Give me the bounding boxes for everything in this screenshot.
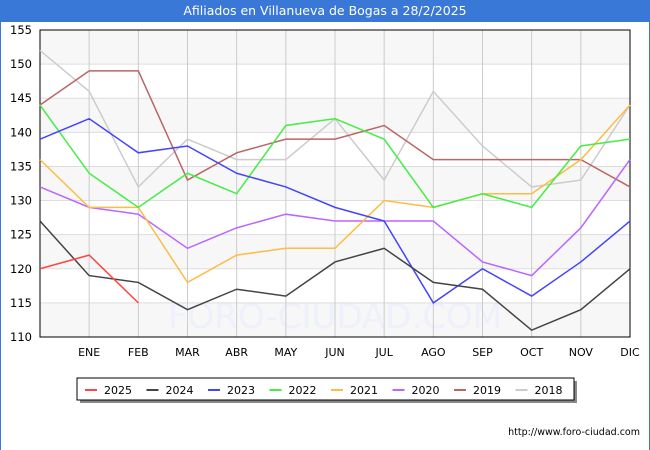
legend-label-2024: 2024: [166, 384, 194, 397]
chart-title: Afiliados en Villanueva de Bogas a 28/2/…: [0, 0, 650, 22]
series-line-2024: [39, 220, 631, 332]
x-tick-label: NOV: [569, 346, 594, 359]
series-line-2025: [39, 254, 139, 304]
x-tick-label: ABR: [225, 346, 248, 359]
x-tick-label: FEB: [128, 346, 149, 359]
series-line-2020: [39, 159, 631, 277]
x-tick-label: MAY: [274, 346, 297, 359]
y-tick-label: 135: [10, 159, 32, 173]
legend-label-2021: 2021: [350, 384, 378, 397]
legend-label-2018: 2018: [535, 384, 563, 397]
y-tick-label: 145: [10, 91, 32, 105]
y-tick-label: 130: [10, 194, 32, 208]
x-tick-label: DIC: [620, 346, 640, 359]
y-tick-label: 120: [10, 262, 32, 276]
x-tick-label: MAR: [175, 346, 200, 359]
source-url[interactable]: http://www.foro-ciudad.com: [508, 427, 640, 438]
y-tick-label: 110: [10, 330, 32, 344]
plot-border: [39, 29, 631, 338]
legend-label-2020: 2020: [412, 384, 440, 397]
legend-label-2023: 2023: [227, 384, 255, 397]
x-tick-label: JUN: [324, 346, 345, 359]
x-tick-label: SEP: [472, 346, 493, 359]
y-tick-label: 115: [10, 296, 32, 310]
y-tick-label: 140: [10, 125, 32, 139]
series-line-2022: [39, 104, 631, 209]
y-tick-label: 155: [10, 23, 32, 37]
legend-box: [76, 377, 575, 401]
x-tick-label: AGO: [421, 346, 446, 359]
legend-label-2022: 2022: [289, 384, 317, 397]
series-line-2019: [39, 70, 631, 188]
y-tick-label: 125: [10, 228, 32, 242]
series-line-2023: [39, 117, 631, 304]
x-tick-label: OCT: [520, 346, 543, 359]
legend-label-2025: 2025: [104, 384, 132, 397]
x-tick-label: ENE: [78, 346, 100, 359]
y-tick-label: 150: [10, 57, 32, 71]
x-tick-label: JUL: [374, 346, 393, 359]
legend-label-2019: 2019: [473, 384, 501, 397]
